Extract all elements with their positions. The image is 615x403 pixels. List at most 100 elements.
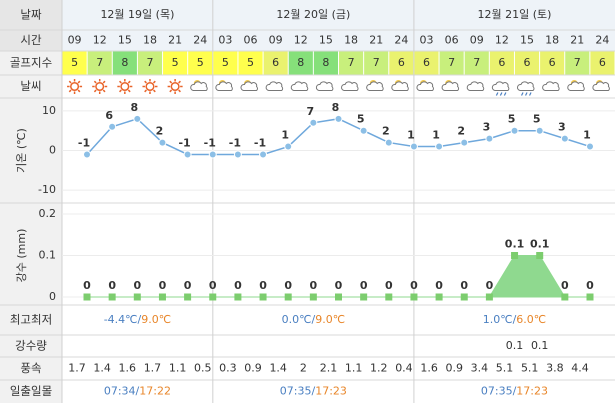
golf-index: 6 bbox=[599, 56, 606, 69]
precip-point bbox=[385, 293, 393, 301]
precip-point bbox=[536, 252, 544, 259]
sun-ray bbox=[119, 80, 122, 84]
sun bbox=[95, 81, 105, 92]
value-label: 7 bbox=[307, 105, 315, 118]
wind-speed: 3.4 bbox=[471, 362, 489, 375]
golf-index: 7 bbox=[146, 56, 153, 69]
value-label: 0 bbox=[310, 279, 318, 292]
golf-index: 7 bbox=[373, 56, 380, 69]
value-label: 0 bbox=[561, 279, 569, 292]
sun-times: 07:34/17:22 bbox=[104, 385, 171, 398]
wind-speed: 0.3 bbox=[219, 362, 237, 375]
sun-ray bbox=[68, 89, 72, 93]
sun-times: 07:35/17:23 bbox=[481, 385, 548, 398]
precip-point bbox=[435, 293, 443, 301]
value-label: -1 bbox=[254, 136, 266, 149]
sun-ray bbox=[152, 80, 156, 84]
rain-drop bbox=[524, 92, 528, 96]
sun-ray bbox=[93, 89, 97, 93]
label-column bbox=[0, 51, 62, 403]
golf-cell bbox=[590, 51, 615, 75]
value-label: 0.1 bbox=[505, 238, 525, 251]
golf-index: 8 bbox=[322, 56, 329, 69]
wind-speed: 1.6 bbox=[119, 362, 137, 375]
weather-icon bbox=[142, 79, 158, 94]
wind-speed: 0.5 bbox=[194, 362, 212, 375]
sun-ray bbox=[178, 80, 181, 84]
min-max: 0.0℃/9.0℃ bbox=[282, 313, 345, 326]
min-max: 1.0℃/6.0℃ bbox=[483, 313, 546, 326]
time: 15 bbox=[520, 34, 534, 47]
precip-point bbox=[410, 293, 418, 301]
max-temp: 9.0℃ bbox=[315, 313, 345, 326]
row-label: 풍속 bbox=[20, 361, 41, 375]
weather-icon bbox=[190, 80, 208, 91]
temp-point bbox=[108, 122, 117, 131]
rain-total: 0.1 bbox=[506, 339, 524, 352]
cloud bbox=[366, 81, 384, 91]
temp-point bbox=[309, 118, 318, 127]
rain-drop bbox=[520, 92, 524, 96]
value-label: 1 bbox=[583, 129, 591, 142]
value-label: 0 bbox=[159, 279, 167, 292]
sun-ray bbox=[68, 80, 72, 84]
value-label: 0 bbox=[360, 279, 368, 292]
precip-point bbox=[259, 293, 267, 301]
value-label: 2 bbox=[156, 125, 164, 138]
rain-drop bbox=[528, 92, 532, 96]
golf-cell bbox=[163, 51, 188, 75]
golf-cell bbox=[339, 51, 364, 75]
precip-point bbox=[108, 293, 116, 301]
golf-index: 5 bbox=[197, 56, 204, 69]
value-label: 0 bbox=[259, 279, 267, 292]
golf-cell bbox=[62, 51, 87, 75]
wind-speed: 0.9 bbox=[244, 362, 262, 375]
time: 09 bbox=[269, 34, 283, 47]
sun-ray bbox=[102, 89, 106, 93]
value-label: 2 bbox=[457, 125, 465, 138]
golf-cell bbox=[364, 51, 389, 75]
sun bbox=[145, 81, 155, 92]
value-label: 8 bbox=[332, 101, 340, 114]
value-label: 0 bbox=[209, 279, 217, 292]
sun-ray bbox=[93, 80, 97, 84]
value-label: 0 bbox=[335, 279, 343, 292]
temp-point bbox=[83, 150, 91, 159]
value-label: 5 bbox=[533, 113, 541, 126]
y-tick-label: 0 bbox=[49, 144, 56, 157]
row-label: 날씨 bbox=[20, 79, 41, 93]
sun-ray bbox=[144, 89, 147, 93]
golf-cell bbox=[112, 51, 137, 75]
time: 06 bbox=[445, 34, 459, 47]
weather-icon bbox=[542, 81, 560, 91]
wind-speed: 1.1 bbox=[345, 362, 363, 375]
time: 09 bbox=[68, 34, 82, 47]
value-label: 0 bbox=[486, 279, 494, 292]
golf-cell bbox=[565, 51, 590, 75]
y-tick-label: 0.1 bbox=[39, 249, 57, 262]
time: 09 bbox=[470, 34, 484, 47]
weather-icon bbox=[491, 81, 510, 96]
golf-index: 7 bbox=[348, 56, 355, 69]
temp-point bbox=[183, 150, 192, 159]
weather-icon bbox=[592, 80, 610, 91]
sun-ray bbox=[102, 80, 106, 84]
time: 21 bbox=[369, 34, 383, 47]
temp-point bbox=[560, 134, 569, 143]
date-header: 12월 21일 (토) bbox=[477, 7, 551, 21]
cloud bbox=[416, 81, 434, 91]
precip-point bbox=[209, 293, 217, 301]
cloud bbox=[466, 81, 485, 91]
cloud bbox=[491, 81, 510, 91]
y-tick-label: -10 bbox=[38, 183, 56, 196]
time: 18 bbox=[143, 34, 157, 47]
weather-icon bbox=[441, 80, 460, 91]
precip-point bbox=[561, 293, 569, 301]
time: 03 bbox=[419, 34, 433, 47]
golf-cell bbox=[540, 51, 565, 75]
golf-cell bbox=[238, 51, 263, 75]
temp-point bbox=[208, 150, 217, 159]
weather-icon bbox=[290, 81, 309, 91]
value-label: 1 bbox=[432, 129, 440, 142]
